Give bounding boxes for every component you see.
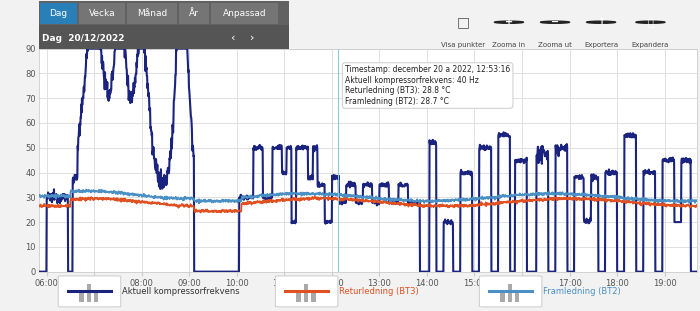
- Text: Timestamp: december 20 a 2022, 12:53:16
Aktuell kompressorfrekvens: 40 Hz
Returl: Timestamp: december 20 a 2022, 12:53:16 …: [345, 65, 510, 106]
- Bar: [38, 25, 288, 49]
- Text: Zooma in: Zooma in: [492, 42, 526, 48]
- Text: Dag  20/12/2022: Dag 20/12/2022: [42, 34, 125, 43]
- Bar: [179, 2, 209, 24]
- Bar: [211, 2, 278, 24]
- Text: Expandera: Expandera: [632, 42, 669, 48]
- Circle shape: [494, 21, 524, 23]
- Text: +: +: [505, 17, 513, 27]
- Bar: [127, 2, 177, 24]
- Bar: [87, 285, 91, 302]
- Text: År: År: [189, 9, 199, 18]
- Text: Vecka: Vecka: [89, 9, 116, 18]
- FancyBboxPatch shape: [58, 276, 120, 307]
- Circle shape: [636, 21, 665, 23]
- Bar: [500, 292, 505, 302]
- Text: Visa punkter: Visa punkter: [441, 42, 485, 48]
- Text: Zooma ut: Zooma ut: [538, 42, 572, 48]
- Text: ⤢: ⤢: [648, 17, 653, 27]
- Text: Aktuell kompressorfrekvens: Aktuell kompressorfrekvens: [122, 287, 239, 296]
- Text: Framledning (BT2): Framledning (BT2): [543, 287, 621, 296]
- FancyBboxPatch shape: [480, 276, 542, 307]
- Circle shape: [540, 21, 570, 23]
- Text: −: −: [551, 17, 559, 27]
- Bar: [311, 290, 316, 302]
- Bar: [508, 285, 512, 302]
- Bar: [79, 2, 125, 24]
- Text: Dag: Dag: [50, 9, 68, 18]
- Bar: [38, 1, 288, 25]
- Bar: [515, 290, 519, 302]
- Bar: [94, 290, 99, 302]
- Text: ↑: ↑: [597, 17, 606, 27]
- Text: ›: ›: [250, 33, 255, 43]
- Bar: [296, 292, 301, 302]
- Text: Anpassad: Anpassad: [223, 9, 266, 18]
- Bar: [40, 2, 77, 24]
- Text: Returledning (BT3): Returledning (BT3): [340, 287, 419, 296]
- Bar: [304, 285, 308, 302]
- Text: Exportera: Exportera: [584, 42, 618, 48]
- Text: Månad: Månad: [137, 9, 167, 18]
- Text: ‹: ‹: [230, 33, 235, 43]
- Bar: [79, 292, 84, 302]
- FancyBboxPatch shape: [275, 276, 338, 307]
- Text: □: □: [456, 15, 470, 29]
- Circle shape: [587, 21, 615, 23]
